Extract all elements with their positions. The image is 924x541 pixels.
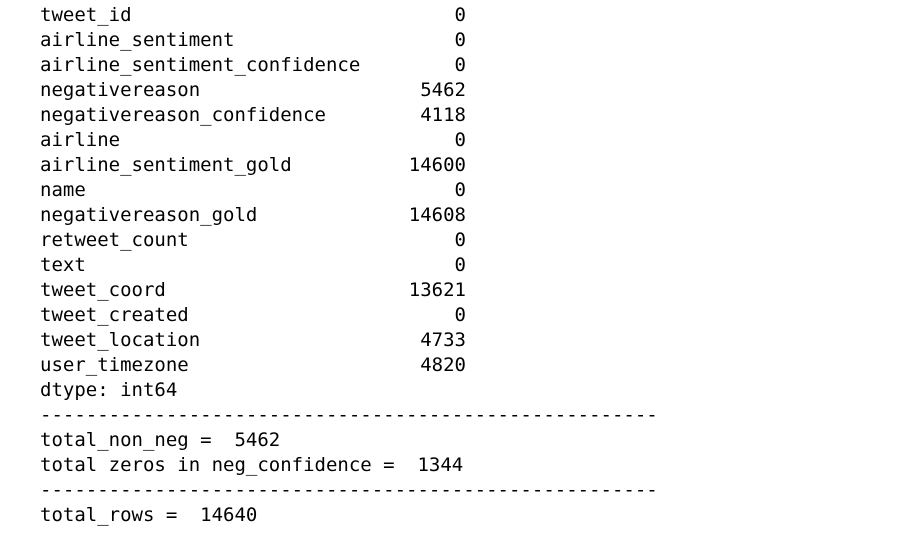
output-line: dtype: int64 <box>40 379 178 401</box>
null-count: 14608 <box>408 204 466 226</box>
null-count: 4733 <box>420 329 466 351</box>
output-line: total_non_neg = 5462 <box>40 429 281 451</box>
column-name: airline_sentiment <box>40 29 235 51</box>
column-name: user_timezone <box>40 354 189 376</box>
column-name: negativereason_gold <box>40 204 258 226</box>
result-row: tweet_id 0 <box>40 3 466 28</box>
null-count: 4820 <box>420 354 466 376</box>
result-row: retweet_count 0 <box>40 228 466 253</box>
result-row: name 0 <box>40 178 466 203</box>
result-row: tweet_location 4733 <box>40 328 466 353</box>
null-count: 13621 <box>408 279 466 301</box>
column-name: airline_sentiment_gold <box>40 154 292 176</box>
output-line: ----------------------------------------… <box>40 479 658 501</box>
result-row: tweet_coord 13621 <box>40 278 466 303</box>
column-name: airline <box>40 129 121 151</box>
column-name: tweet_created <box>40 304 189 326</box>
null-count: 14600 <box>408 154 466 176</box>
null-count: 0 <box>454 29 466 51</box>
column-name: name <box>40 179 86 201</box>
output-line: total zeros in neg_confidence = 1344 <box>40 454 464 476</box>
result-row: airline_sentiment 0 <box>40 28 466 53</box>
column-name: negativereason_confidence <box>40 104 326 126</box>
result-row: airline_sentiment_gold 14600 <box>40 153 466 178</box>
column-name: tweet_id <box>40 4 132 26</box>
null-count: 0 <box>454 54 466 76</box>
null-count: 5462 <box>420 79 466 101</box>
null-count: 0 <box>454 229 466 251</box>
result-row: negativereason_confidence 4118 <box>40 103 466 128</box>
null-count: 0 <box>454 179 466 201</box>
result-row: negativereason 5462 <box>40 78 466 103</box>
result-row: user_timezone 4820 <box>40 353 466 378</box>
null-count: 0 <box>454 304 466 326</box>
column-name: text <box>40 254 86 276</box>
result-row: text 0 <box>40 253 466 278</box>
column-name: negativereason <box>40 79 201 101</box>
null-count: 4118 <box>420 104 466 126</box>
column-name: retweet_count <box>40 229 189 251</box>
column-name: airline_sentiment_confidence <box>40 54 361 76</box>
console-output: tweet_id 0 airline_sentiment 0 airline_senti… <box>40 3 658 526</box>
result-row: negativereason_gold 14608 <box>40 203 466 228</box>
null-count: 0 <box>454 254 466 276</box>
null-count: 0 <box>454 129 466 151</box>
column-name: tweet_coord <box>40 279 166 301</box>
result-row: airline_sentiment_confidence 0 <box>40 53 466 78</box>
result-row: airline 0 <box>40 128 466 153</box>
output-line: total_rows = 14640 <box>40 504 258 526</box>
result-row: tweet_created 0 <box>40 303 466 328</box>
column-name: tweet_location <box>40 329 201 351</box>
null-count: 0 <box>454 4 466 26</box>
output-line: ----------------------------------------… <box>40 404 658 426</box>
